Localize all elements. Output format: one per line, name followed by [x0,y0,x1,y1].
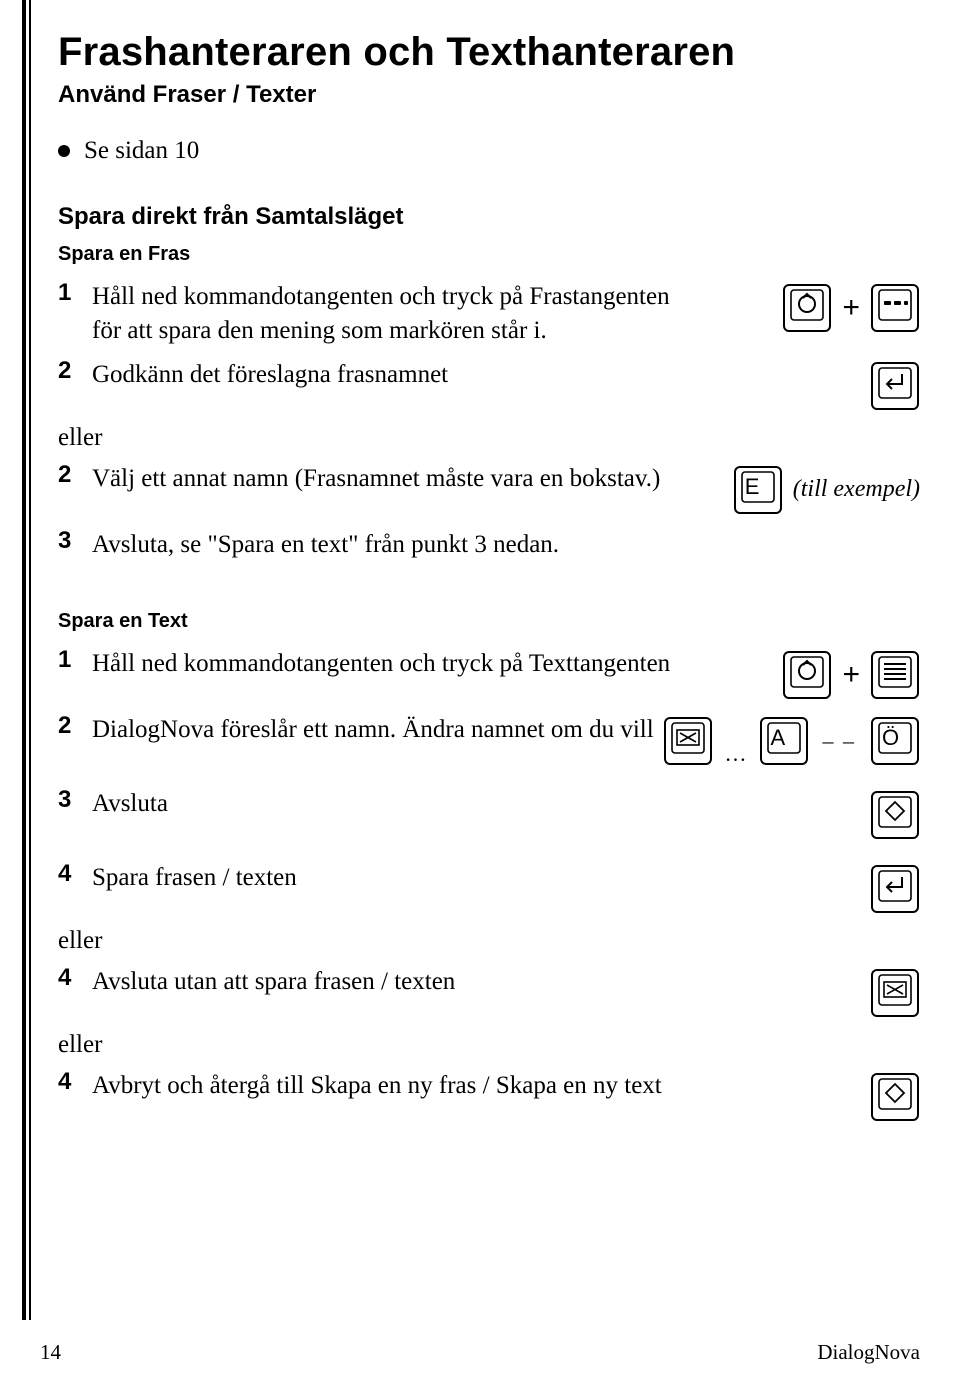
ellipsis: … [723,741,749,769]
enter-key-icon [870,864,920,914]
subsection-text: Spara en Text [58,610,920,633]
delete-key-icon [663,716,713,766]
page-number: 14 [40,1340,61,1365]
step-number: 2 [58,462,78,488]
page-title: Frashanteraren och Texthanteraren [58,30,920,75]
phrase-key-icon [870,283,920,333]
step-text: Håll ned kommandotangenten och tryck på … [92,647,670,681]
section-heading: Spara direkt från Samtalsläget [58,203,920,231]
step-text: Avsluta, se "Spara en text" från punkt 3… [92,528,559,562]
letter-o-key-icon: Ö [870,716,920,766]
key-label: E [745,474,760,500]
letter-e-key-icon: E [733,465,783,515]
see-page-row: Se sidan 10 [58,137,920,165]
key-label: A [771,725,786,751]
see-page-text: Se sidan 10 [84,137,199,165]
step-text: DialogNova föreslår ett namn. Ändra namn… [92,713,654,747]
step-number: 4 [58,965,78,991]
diamond-key-icon [870,790,920,840]
or-text: eller [58,1031,920,1059]
or-text: eller [58,424,920,452]
letter-a-key-icon: A [759,716,809,766]
or-text: eller [58,927,920,955]
delete-key-icon [870,968,920,1018]
page-subtitle: Använd Fraser / Texter [58,81,920,109]
step-text: Avsluta utan att spara frasen / texten [92,965,455,999]
step-number: 3 [58,787,78,813]
left-border [22,0,32,1320]
enter-key-icon [870,361,920,411]
step-number: 4 [58,1069,78,1095]
subsection-phrase: Spara en Fras [58,243,920,266]
command-key-icon [782,283,832,333]
step-number: 4 [58,861,78,887]
step-text: Välj ett annat namn (Frasnamnet måste va… [92,462,660,496]
step-text: Håll ned kommandotangenten och tryck på … [92,280,688,348]
step-text: Godkänn det föreslagna frasnamnet [92,358,448,392]
step-number: 2 [58,713,78,739]
key-label: Ö [882,725,899,751]
text-key-icon [870,650,920,700]
step-text: Avbryt och återgå till Skapa en ny fras … [92,1069,662,1103]
step-text: Avsluta [92,787,168,821]
range-dashes: – – [819,728,861,754]
diamond-key-icon [870,1072,920,1122]
command-key-icon [782,650,832,700]
bullet-icon [58,145,70,157]
example-note: (till exempel) [793,476,920,503]
step-number: 2 [58,358,78,384]
step-number: 1 [58,280,78,306]
plus-icon: + [842,658,860,692]
step-text: Spara frasen / texten [92,861,297,895]
product-name: DialogNova [817,1340,920,1365]
plus-icon: + [842,291,860,325]
step-number: 3 [58,528,78,554]
step-number: 1 [58,647,78,673]
